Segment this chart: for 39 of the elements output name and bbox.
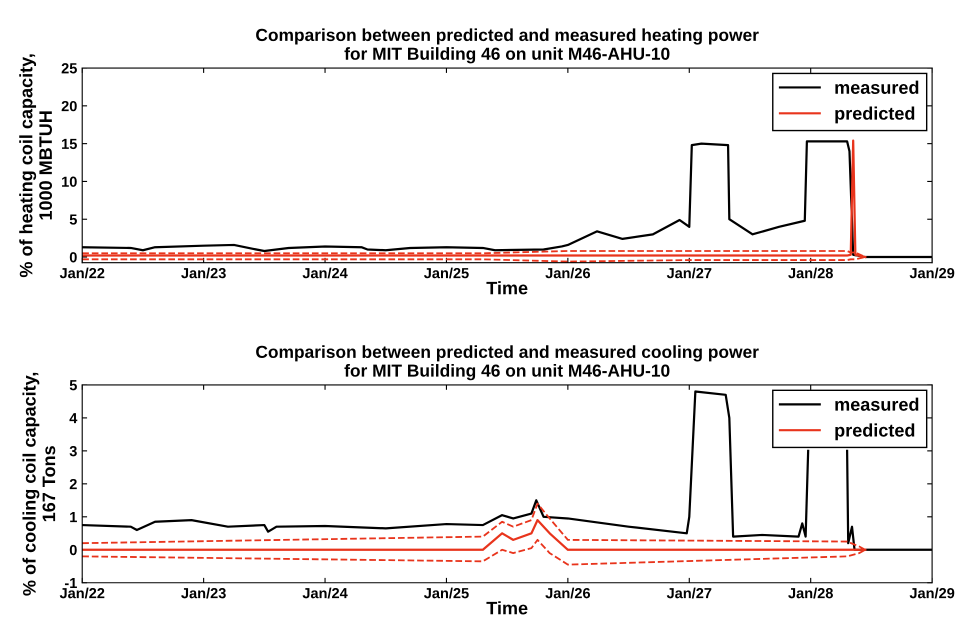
x-tick-label: Jan/26 <box>545 268 590 278</box>
x-tick-label: Jan/25 <box>424 588 469 598</box>
x-tick-label: Jan/23 <box>181 588 226 598</box>
x-axis-title: Time <box>486 601 528 614</box>
x-tick-label: Jan/24 <box>302 268 348 278</box>
y-tick-label: -1 <box>64 578 77 588</box>
y-tick-label: 25 <box>62 63 77 74</box>
legend-label: measured <box>835 80 918 94</box>
x-tick-label: Jan/24 <box>302 588 348 598</box>
y-tick-label: 4 <box>69 413 78 424</box>
x-tick-label: Jan/29 <box>910 268 954 278</box>
chart-title: Comparison between predicted and measured heating power for MIT Building 46 on unit M46-AHU-10 <box>256 28 759 64</box>
x-tick-label: Jan/23 <box>181 268 226 278</box>
legend-label: predicted <box>835 423 914 440</box>
x-tick-label: Jan/27 <box>666 588 712 598</box>
y-tick-label: 0 <box>70 252 77 262</box>
x-tick-label: Jan/22 <box>60 588 104 598</box>
y-tick-label: 5 <box>70 380 77 390</box>
y-tick-label: 0 <box>70 544 77 556</box>
y-tick-label: 2 <box>70 478 77 490</box>
y-axis-title: % of heating coil capacity, 1000 MBTUH <box>19 54 52 278</box>
x-tick-label: Jan/28 <box>788 588 833 598</box>
y-tick-label: 5 <box>70 214 77 225</box>
chart-title: Comparison between predicted and measured cooling power for MIT Building 46 on unit M46-AHU-10 <box>256 345 759 380</box>
x-tick-label: Jan/26 <box>545 588 590 598</box>
y-tick-label: 3 <box>70 446 77 456</box>
y-tick-label: 20 <box>62 100 77 112</box>
y-axis-title: % of cooling coil capacity, 167 Tons <box>22 372 56 596</box>
x-tick-label: Jan/22 <box>60 268 104 278</box>
legend-label: measured <box>835 398 918 411</box>
y-tick-label: 15 <box>62 138 77 150</box>
y-tick-label: 10 <box>62 176 77 187</box>
y-tick-label: 1 <box>70 512 77 522</box>
x-tick-label: Jan/28 <box>788 268 833 278</box>
legend-label: predicted <box>835 106 914 124</box>
x-tick-label: Jan/25 <box>424 268 469 278</box>
x-axis-title: Time <box>486 281 528 294</box>
x-tick-label: Jan/29 <box>910 588 954 598</box>
x-tick-label: Jan/27 <box>666 268 712 278</box>
